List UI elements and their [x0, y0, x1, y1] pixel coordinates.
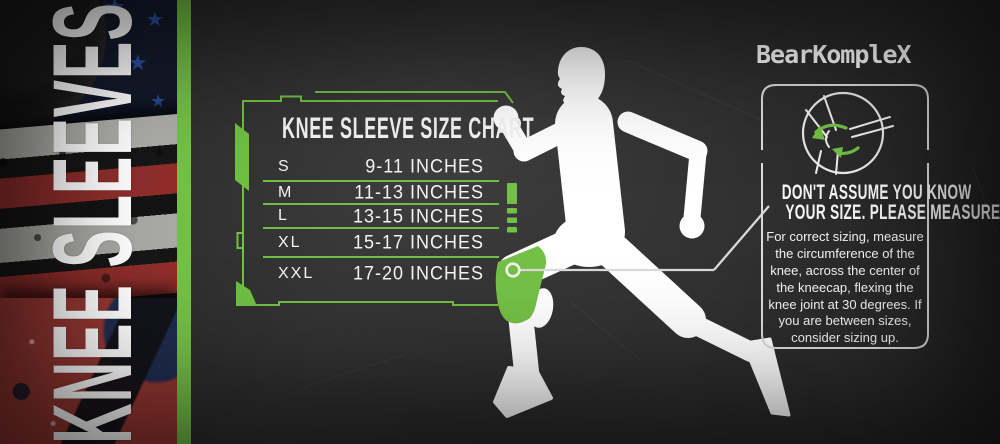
star-icon: ★ — [104, 0, 126, 21]
measure-heading-line: YOUR SIZE. PLEASE MEASURE. — [758, 200, 1000, 224]
size-range: 15-17 INCHES — [352, 231, 484, 253]
flag-stars-fabric: ★ ★ ★ ★ ★ ★ ★ ★ — [0, 0, 177, 150]
body-line: knee joint at 30 degrees. If — [768, 296, 922, 312]
body-line: consider sizing up. — [791, 330, 899, 346]
measure-heading-text: YOUR SIZE. PLEASE MEASURE. — [785, 200, 1000, 224]
size-label: L — [278, 207, 289, 224]
size-range: 13-15 INCHES — [352, 204, 484, 227]
exclamation-marks-icon — [507, 183, 517, 233]
size-chart-title: KNEE SLEEVE SIZE CHART — [282, 112, 535, 145]
table-row: S 9-11 INCHES — [262, 152, 500, 181]
size-chart-frame — [235, 91, 514, 306]
knee-measure-diagram-icon — [801, 91, 894, 175]
table-row: XL 15-17 INCHES — [262, 228, 500, 257]
measure-heading-text: DON'T ASSUME YOU KNOW — [781, 180, 972, 204]
table-row: XXL 17-20 INCHES — [262, 257, 500, 290]
measure-body-text: For correct sizing, measure the circumfe… — [762, 229, 928, 347]
table-row: M 11-13 INCHES — [262, 181, 500, 204]
star-icon: ★ — [146, 9, 164, 31]
body-line: the circumference of the — [775, 245, 915, 261]
measure-panel-border — [761, 84, 929, 349]
table-row: L 13-15 INCHES — [262, 204, 500, 228]
size-chart-table: S 9-11 INCHES M 11-13 INCHES L 13-15 INC… — [262, 152, 500, 290]
size-range: 17-20 INCHES — [352, 262, 484, 284]
knee-marker-icon — [505, 262, 521, 278]
knee-callout-line — [505, 205, 770, 278]
size-label: S — [278, 157, 291, 175]
size-label: M — [278, 183, 294, 201]
body-line: knee, across the center of — [770, 262, 920, 278]
star-icon: ★ — [150, 91, 167, 111]
fabric-collage-panel: ★ ★ ★ ★ ★ ★ ★ ★ KNEE SLEEVES — [0, 0, 177, 444]
runner-silhouette-icon — [493, 47, 791, 418]
measure-heading: DON'T ASSUME YOU KNOW YOUR SIZE. PLEASE … — [758, 180, 1000, 224]
size-range: 11-13 INCHES — [354, 181, 484, 203]
body-line: you are between sizes, — [778, 313, 912, 329]
bandana-fabric — [0, 298, 177, 444]
size-label: XL — [278, 233, 302, 251]
green-divider-stripe — [177, 0, 191, 444]
body-line: For correct sizing, measure — [766, 229, 924, 244]
measure-heading-line: DON'T ASSUME YOU KNOW — [758, 180, 971, 204]
size-range: 9-11 INCHES — [365, 155, 484, 177]
size-label: XXL — [278, 264, 315, 282]
star-icon: ★ — [128, 50, 148, 75]
body-line: the kneecap, flexing the — [776, 279, 914, 295]
brand-logo: BearKompleX — [756, 40, 912, 69]
star-icon: ★ — [100, 95, 113, 111]
